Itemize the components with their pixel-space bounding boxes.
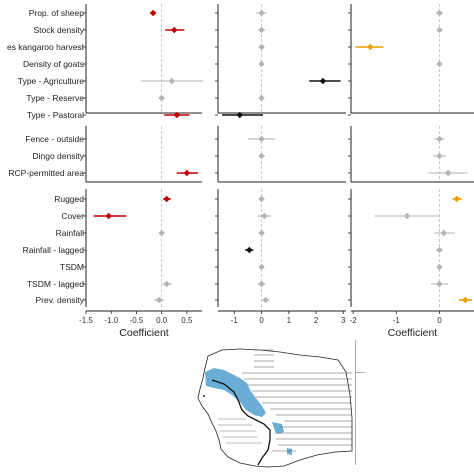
point-estimate — [173, 111, 180, 119]
map-range-fragment — [272, 422, 284, 434]
point-estimate — [155, 296, 163, 304]
point-estimate — [367, 43, 374, 51]
x-tick-label: -1.0 — [104, 316, 118, 325]
covariate-label: Rugged — [54, 194, 84, 204]
point-estimate — [258, 94, 265, 102]
covariate-label: Type - Agriculture — [18, 76, 84, 86]
point-estimate — [183, 169, 191, 177]
point-estimate — [261, 212, 268, 220]
point-estimate — [453, 195, 460, 203]
map-range-tail — [287, 448, 292, 455]
x-tick-label: 0.5 — [181, 316, 193, 325]
point-estimate — [262, 296, 269, 304]
point-estimate — [436, 60, 443, 68]
point-estimate — [158, 94, 165, 102]
x-tick-label: -1.5 — [79, 316, 93, 325]
point-estimate — [163, 195, 170, 203]
covariate-label: RCP-permitted area — [8, 168, 84, 178]
point-estimate — [168, 77, 175, 85]
point-estimate — [258, 9, 265, 17]
covariate-label: TSDM — [60, 262, 84, 272]
coefficient-panels: -1.5 -1.0 -0.5 0.0 0.5 -1 0 1 2 3 -2 -1 0 — [79, 4, 474, 325]
map-hatch-lines — [218, 349, 352, 452]
map-species-range — [205, 368, 266, 417]
x-tick-label: -1 — [393, 316, 401, 325]
covariate-label: Prev. density — [35, 295, 84, 305]
point-estimate — [258, 135, 265, 143]
point-estimate — [105, 212, 112, 220]
point-estimate — [258, 280, 265, 288]
x-axis-titles: Coefficient Coefficient — [119, 327, 437, 339]
point-estimate — [171, 26, 178, 34]
point-estimate — [149, 9, 157, 17]
point-estimate — [403, 212, 411, 220]
covariate-label: Cover — [61, 211, 84, 221]
x-axis-title: Coefficient — [119, 327, 169, 339]
point-estimate — [258, 60, 265, 68]
x-tick-label: 0.0 — [156, 316, 168, 325]
covariate-label: Prop. of sheep — [29, 8, 85, 18]
study-area-map — [197, 340, 365, 468]
point-estimate — [258, 263, 265, 271]
point-estimate — [436, 135, 443, 143]
covariate-labels: Prop. of sheep Stock density es kangaroo h… — [7, 8, 85, 305]
point-estimate — [462, 296, 469, 304]
point-estimate — [436, 263, 443, 271]
x-tick-label: -0.5 — [130, 316, 144, 325]
point-estimate — [246, 246, 253, 254]
covariate-label: Rainfall - lagged — [23, 245, 85, 255]
covariate-label: Rainfall — [56, 228, 84, 238]
map-island — [203, 395, 205, 397]
x-tick-label: 2 — [314, 316, 319, 325]
x-tick-label: 0 — [437, 316, 442, 325]
point-estimate — [436, 246, 443, 254]
point-estimate — [436, 9, 443, 17]
x-tick-label: 1 — [287, 316, 292, 325]
panel-2: -1 0 1 2 3 — [215, 4, 346, 325]
panel-3: -2 -1 0 — [348, 4, 474, 325]
x-tick-label: -2 — [350, 316, 358, 325]
point-estimate — [158, 229, 165, 237]
x-tick-label: 3 — [341, 316, 346, 325]
point-estimate — [444, 169, 452, 177]
covariate-label: Type - Pastoral — [27, 110, 84, 120]
x-tick-label: 0 — [259, 316, 264, 325]
covariate-label: Fence - outside — [25, 134, 84, 144]
map-frame-tick — [355, 372, 365, 373]
covariate-label: Type - Reserve — [26, 93, 84, 103]
point-estimate — [436, 26, 443, 34]
covariate-label: Density of goats — [23, 59, 84, 69]
point-estimate — [258, 229, 265, 237]
point-estimate — [258, 152, 265, 160]
covariate-label: Stock density — [33, 25, 84, 35]
point-estimate — [436, 152, 443, 160]
point-estimate — [163, 280, 170, 288]
point-estimate — [236, 111, 243, 119]
point-estimate — [258, 43, 265, 51]
covariate-label: TSDM - lagged — [27, 279, 84, 289]
map-coastline — [197, 348, 353, 468]
point-estimate — [440, 229, 447, 237]
covariate-label: es kangaroo harvest — [7, 42, 85, 52]
point-estimate — [319, 77, 327, 85]
point-estimate — [436, 280, 443, 288]
panel-1: -1.5 -1.0 -0.5 0.0 0.5 — [79, 4, 204, 325]
covariate-label: Dingo density — [32, 151, 84, 161]
x-tick-label: -1 — [231, 316, 239, 325]
map-fence-line — [211, 379, 271, 466]
map-frame-line — [355, 340, 356, 465]
point-estimate — [258, 26, 265, 34]
point-estimate — [258, 195, 265, 203]
x-axis-title: Coefficient — [388, 327, 438, 339]
